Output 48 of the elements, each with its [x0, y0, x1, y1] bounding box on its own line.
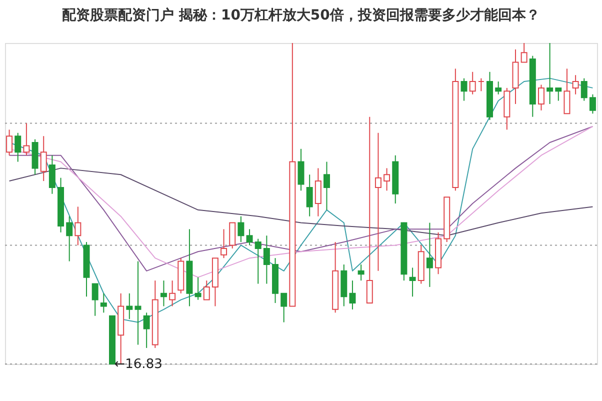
candlestick	[589, 94, 596, 114]
candlestick	[306, 174, 313, 217]
candlestick	[23, 122, 30, 156]
candlestick	[48, 154, 56, 194]
annotation: ←16.83	[114, 357, 162, 372]
candlestick	[460, 78, 468, 102]
candlestick	[384, 168, 390, 192]
candlestick	[134, 260, 142, 346]
candlestick	[246, 228, 253, 246]
candlestick	[74, 206, 82, 246]
candlestick	[194, 276, 202, 300]
candlestick	[126, 292, 133, 320]
candlestick	[229, 222, 236, 249]
candlestick	[564, 68, 570, 114]
candlestick	[520, 42, 528, 63]
candlestick	[40, 136, 47, 182]
candlestick	[555, 87, 562, 102]
candlestick	[314, 168, 322, 217]
candlestick	[469, 71, 476, 95]
candlestick	[6, 129, 13, 156]
candlestick	[220, 228, 228, 259]
candlestick	[366, 116, 373, 304]
candlestick	[323, 161, 330, 210]
candlestick	[280, 292, 288, 323]
chart-title: 配资股票配资门户 揭秘：10万杠杆放大50倍，投资回报需要多少才能回本？	[62, 6, 540, 24]
candlestick	[203, 280, 210, 300]
candlestick	[169, 280, 176, 307]
candlestick	[546, 42, 554, 104]
candlestick	[572, 74, 579, 95]
candlestick	[495, 81, 502, 95]
candlestick	[143, 312, 150, 348]
candlestick	[254, 238, 262, 284]
candlestick	[238, 216, 244, 243]
candlestick	[160, 280, 167, 307]
candlestick	[426, 222, 433, 288]
candlestick	[66, 216, 73, 262]
candlestick	[409, 267, 416, 298]
candlestick	[580, 78, 588, 102]
candlestick	[538, 84, 544, 111]
candlestick	[374, 132, 382, 272]
candlestick	[349, 280, 356, 310]
candlestick	[263, 235, 270, 284]
candlestick	[478, 78, 484, 92]
candlestick	[358, 264, 364, 282]
candlestick	[100, 292, 107, 314]
candlestick	[298, 148, 304, 192]
candlestick	[14, 132, 22, 162]
candlestick	[92, 283, 98, 316]
